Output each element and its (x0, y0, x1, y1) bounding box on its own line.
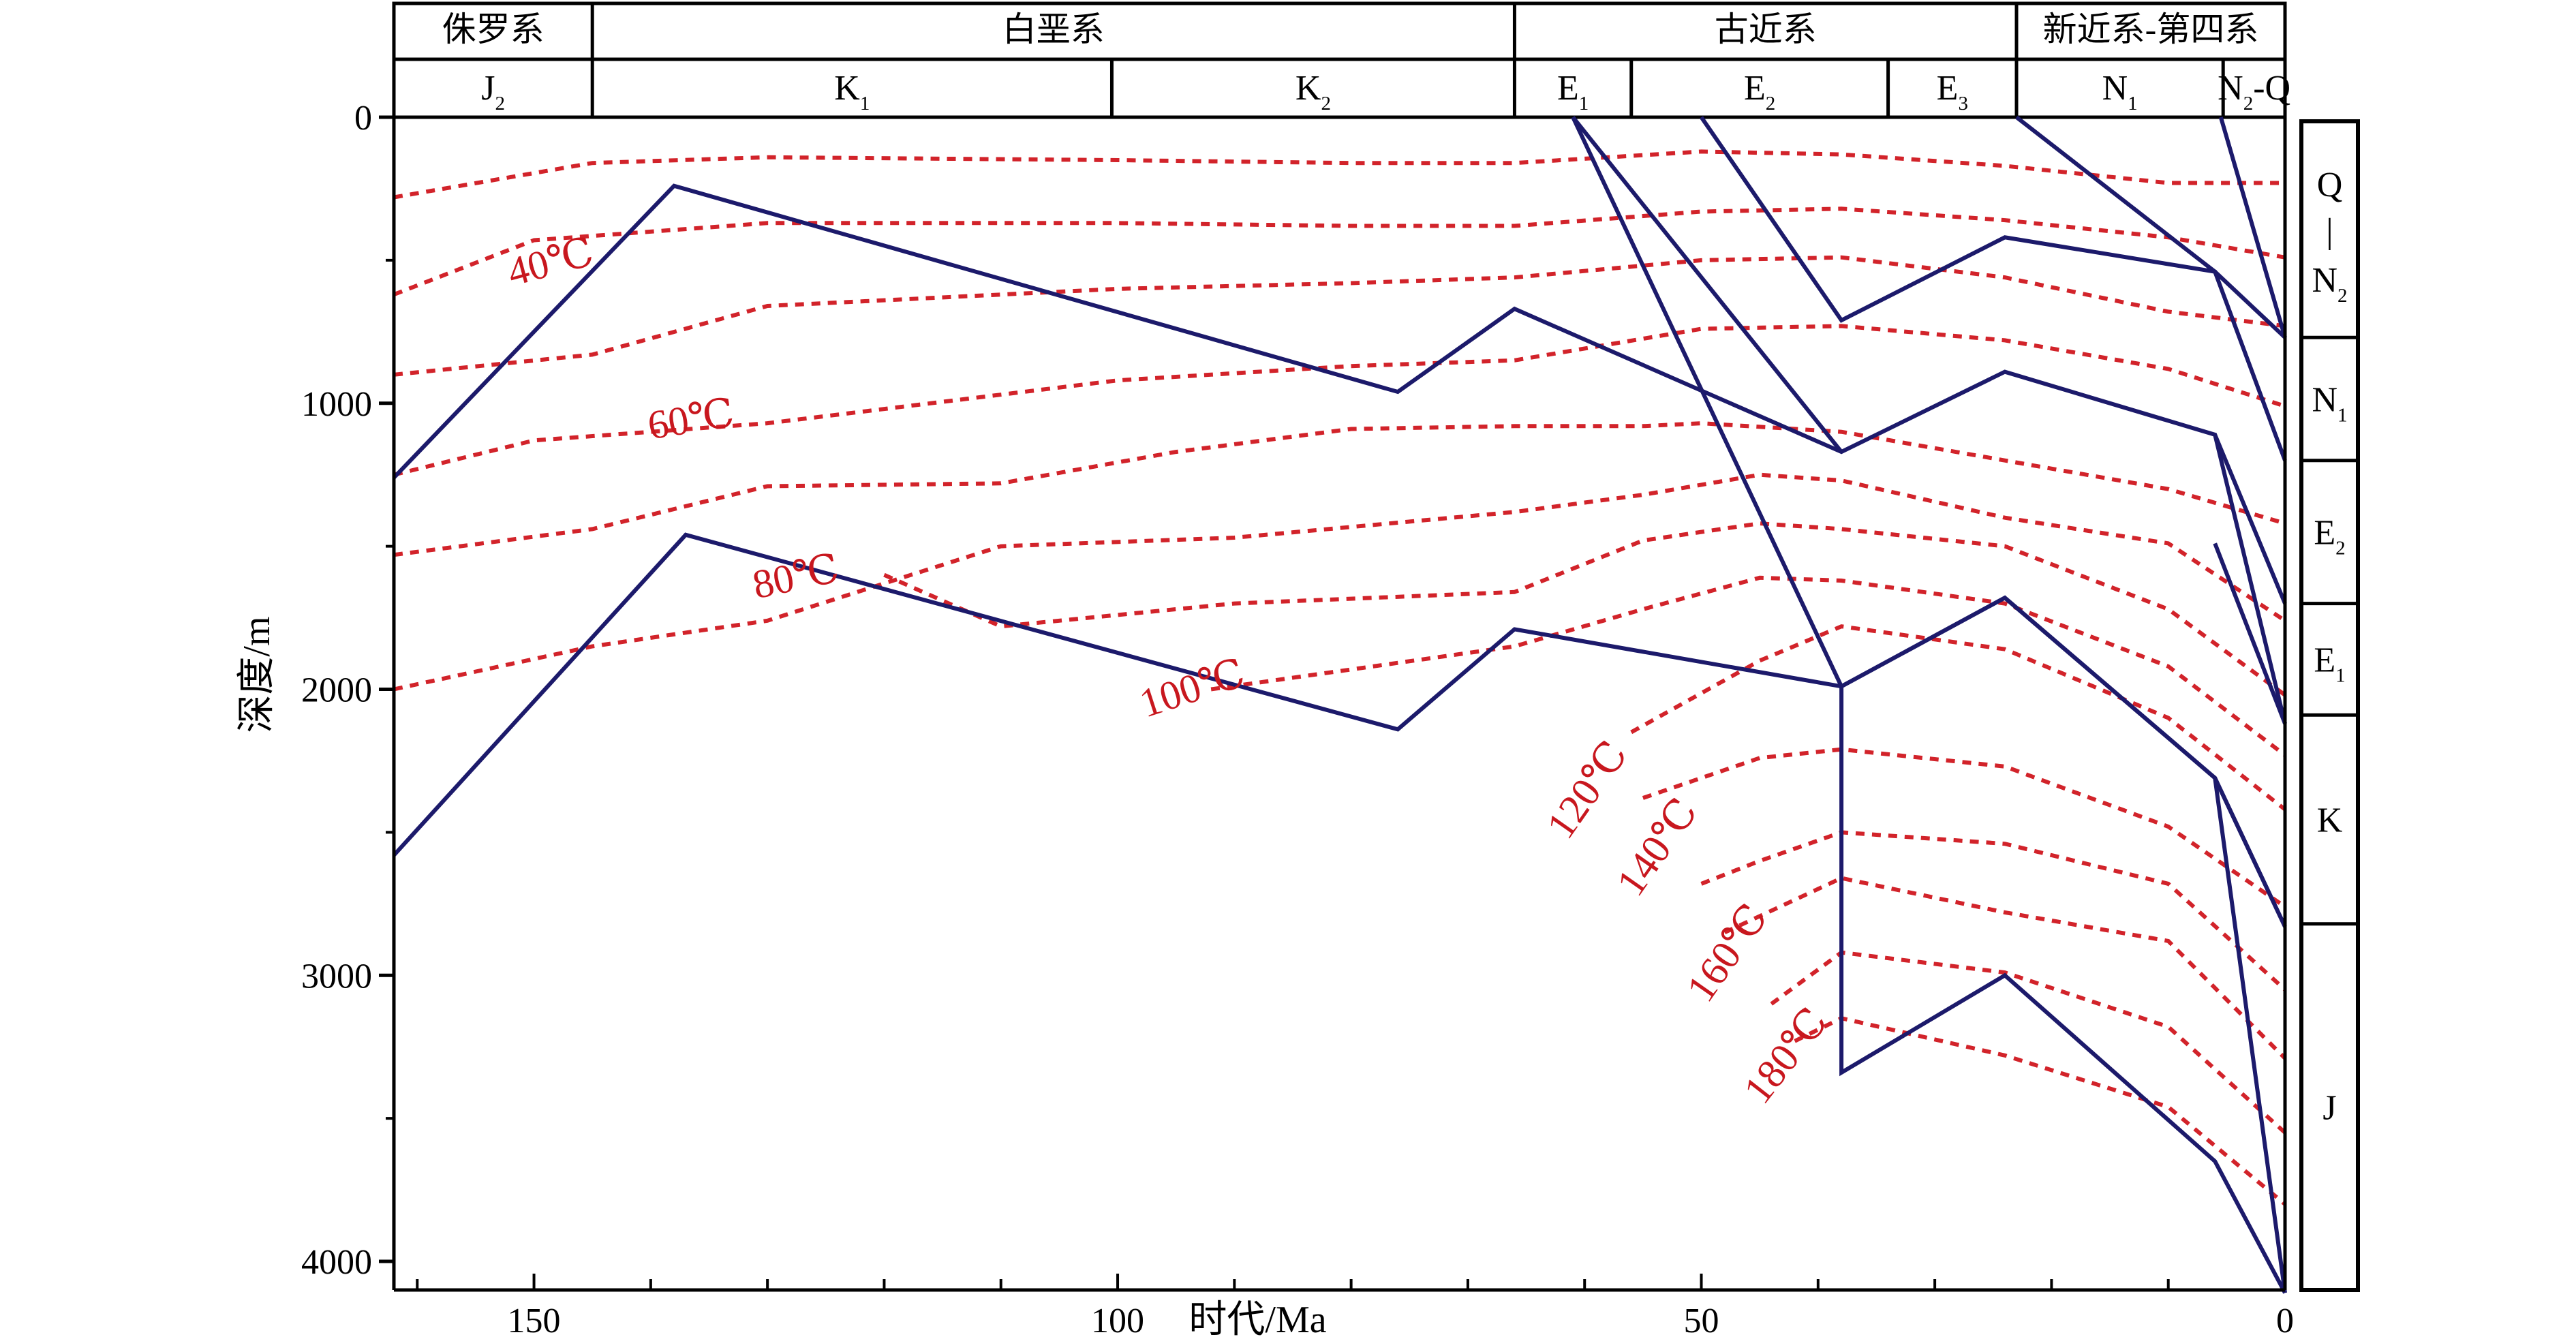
strata-label: J (2322, 1088, 2336, 1127)
epoch-label-sub: 1 (860, 93, 870, 114)
epoch-label-sub: 2 (495, 93, 505, 114)
epoch-label-main: E (1937, 69, 1959, 108)
burial-curve (1571, 116, 1843, 453)
burial-curve (2015, 115, 2287, 339)
strata-label-main: E (2314, 514, 2335, 553)
isotherm-line (393, 472, 2286, 692)
epoch-label: E2 (1744, 69, 1775, 114)
epoch-label-sub: 2 (2243, 93, 2254, 114)
strata-label-sub: 2 (2335, 538, 2346, 559)
isotherm-line (393, 206, 2286, 296)
epoch-label-sub: 1 (1579, 93, 1589, 114)
isotherm-label: 60℃ (645, 390, 737, 448)
isotherm-line (1630, 624, 2286, 812)
strata-label-bottom-sub: 2 (2337, 285, 2348, 307)
x-tick-label: 100 (1091, 1302, 1144, 1337)
axes: 0 1000 2000 3000 4000 150 100 50 0 (301, 99, 2294, 1337)
x-tick-label: 0 (2276, 1302, 2294, 1337)
epoch-label-sub: 2 (1321, 93, 1331, 114)
strata-label-bottom-main: N (2312, 261, 2337, 300)
isotherm-line (393, 324, 2286, 477)
epoch-label-tail: -Q (2253, 69, 2290, 108)
y-tick-label: 3000 (301, 957, 372, 996)
burial-curve (2213, 433, 2287, 604)
epoch-label-main: E (1557, 69, 1579, 108)
epoch-label: N1 (2102, 69, 2138, 114)
strata-label-bottom: N2 (2312, 261, 2347, 307)
isotherm-line (883, 521, 2286, 697)
strata-label-main: J (2322, 1088, 2336, 1127)
epoch-label: E1 (1557, 69, 1589, 114)
isotherm-label: 40℃ (503, 229, 598, 295)
isotherm-line (393, 149, 2285, 200)
x-axis-title: 时代/Ma (1189, 1299, 1326, 1337)
strata-label-sub: 1 (2337, 404, 2348, 426)
burial-curve (2218, 117, 2287, 339)
period-label: 白垩系 (1002, 10, 1105, 48)
epoch-label-sub: 2 (1766, 93, 1776, 114)
strata-label: E1 (2314, 641, 2345, 686)
isotherm-label: 140℃ (1608, 790, 1706, 904)
epoch-label-main: E (1744, 69, 1766, 108)
x-tick-label: 150 (508, 1302, 561, 1337)
x-tick-label: 50 (1684, 1302, 1719, 1337)
epoch-label-main: K (834, 69, 860, 108)
isotherm-line (1770, 950, 2287, 1135)
epoch-label: E3 (1937, 69, 1968, 114)
epoch-label: K2 (1295, 69, 1331, 114)
strata-label: K (2317, 801, 2343, 840)
burial-curve (2213, 777, 2287, 928)
burial-curve (2213, 542, 2287, 724)
strata-label: N1 (2312, 380, 2347, 426)
epoch-label: J2 (481, 69, 505, 114)
burial-curve (1571, 116, 2287, 1294)
epoch-label: K1 (834, 69, 870, 114)
epoch-label-main: N (2218, 69, 2243, 108)
y-tick-label: 0 (354, 99, 372, 138)
isotherm-label: 160℃ (1678, 896, 1776, 1010)
isotherm-label: 180℃ (1735, 1000, 1837, 1111)
isotherm-line (1700, 830, 2287, 992)
epoch-label-main: K (1295, 69, 1321, 108)
isotherm-label: 120℃ (1538, 733, 1636, 847)
y-tick-label: 2000 (301, 671, 372, 710)
period-label: 古近系 (1715, 10, 1817, 48)
strata-label-main: E (2314, 641, 2335, 679)
epoch-label-main: N (2102, 69, 2128, 108)
strata-column-frame (2299, 119, 2360, 1292)
y-tick-label: 4000 (301, 1243, 372, 1282)
isotherm-line (1210, 575, 2286, 757)
y-tick-label: 1000 (301, 385, 372, 424)
period-label: 侏罗系 (442, 10, 545, 48)
epoch-label-sub: 1 (2128, 93, 2138, 114)
epoch-label-main: J (481, 69, 495, 108)
isotherm-line (1794, 1016, 2286, 1206)
strata-label: E2 (2314, 514, 2345, 559)
burial-curve (1700, 116, 2287, 461)
isotherm-line (1723, 876, 2287, 1060)
epoch-label: N2-Q (2218, 69, 2290, 114)
epoch-label-sub: 3 (1958, 93, 1968, 114)
isotherm-line (1642, 747, 2286, 908)
burial-curve (392, 183, 2287, 724)
y-axis-title: 深度/m (236, 616, 278, 733)
strata-label-top: Q (2317, 166, 2343, 204)
strata-label-sub: 1 (2335, 664, 2346, 686)
strata-label-main: K (2317, 801, 2343, 840)
period-label: 新近系-第四系 (2043, 10, 2259, 48)
burial-curve (1840, 595, 2287, 928)
isotherm-line (393, 421, 2286, 557)
isotherm-line (393, 255, 2286, 377)
strata-label-mid: | (2326, 212, 2333, 251)
strata-label-main: N (2312, 380, 2337, 419)
